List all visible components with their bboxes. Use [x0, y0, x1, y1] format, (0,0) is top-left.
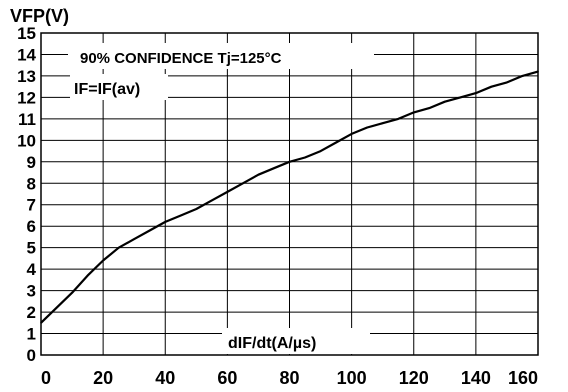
x-tick-label-8: 160	[508, 368, 538, 388]
data-point-16	[288, 161, 291, 163]
data-point-29	[490, 85, 493, 88]
y-tick-label-12: 12	[17, 88, 36, 107]
plot-frame	[40, 32, 539, 356]
data-point-20	[350, 133, 353, 135]
data-point-10	[195, 208, 198, 210]
y-tick-label-4: 4	[27, 260, 37, 279]
y-tick-label-7: 7	[27, 196, 36, 215]
data-point-8	[164, 221, 167, 223]
x-tick-labels: 0 20 40 60 80 100 120 140 160	[41, 368, 538, 388]
x-tick-label-7: 140	[461, 368, 491, 388]
data-point-22	[381, 122, 384, 124]
y-tick-label-0: 0	[27, 346, 36, 365]
data-point-19	[335, 141, 337, 144]
data-point-7	[148, 229, 151, 232]
data-point-28	[475, 92, 477, 94]
x-tick-label-4: 80	[279, 368, 299, 388]
x-axis-label-bg	[222, 328, 370, 354]
data-point-14	[257, 173, 260, 176]
data-point-11	[211, 199, 213, 202]
data-points	[40, 70, 539, 324]
data-point-12	[226, 191, 229, 193]
data-point-21	[366, 126, 368, 129]
data-point-27	[459, 96, 462, 99]
annotation-confidence-bg	[68, 43, 374, 69]
x-tick-label-5: 100	[337, 368, 367, 388]
x-tick-label-6: 120	[399, 368, 429, 388]
data-point-26	[444, 100, 446, 103]
y-axis-label: VFP(V)	[10, 6, 69, 26]
y-tick-label-2: 2	[27, 303, 36, 322]
x-tick-label-1: 20	[93, 368, 113, 388]
y-tick-label-3: 3	[27, 282, 36, 301]
data-point-24	[412, 111, 415, 114]
data-point-32	[537, 70, 539, 73]
x-tick-label-0: 0	[41, 368, 51, 388]
y-tick-label-6: 6	[27, 217, 36, 236]
data-point-23	[397, 118, 400, 120]
data-point-31	[521, 75, 524, 77]
y-tick-label-11: 11	[18, 110, 36, 129]
y-tick-label-10: 10	[17, 131, 36, 150]
data-point-2	[71, 291, 73, 294]
annotation-if: IF=IF(av)	[74, 81, 140, 98]
data-point-25	[428, 107, 431, 109]
data-point-18	[319, 150, 322, 152]
data-point-6	[133, 238, 135, 240]
y-tick-label-14: 14	[17, 45, 36, 64]
y-tick-label-5: 5	[27, 239, 36, 258]
data-point-15	[273, 167, 275, 170]
data-point-30	[506, 81, 508, 84]
data-point-13	[242, 182, 244, 185]
annotation-if-bg	[70, 74, 168, 100]
x-axis-label: dIF/dt(A/µs)	[228, 335, 316, 352]
data-point-0	[40, 322, 42, 324]
annotation-confidence: 90% CONFIDENCE Tj=125°C	[80, 50, 282, 67]
data-point-9	[179, 214, 182, 217]
x-tick-label-3: 60	[217, 368, 237, 388]
y-tick-label-13: 13	[17, 67, 36, 86]
data-point-17	[304, 156, 306, 159]
data-point-3	[86, 274, 89, 277]
data-point-4	[102, 259, 104, 262]
x-tick-label-2: 40	[155, 368, 175, 388]
data-point-1	[55, 306, 58, 309]
y-tick-label-8: 8	[27, 174, 36, 193]
y-tick-label-1: 1	[27, 325, 36, 344]
data-point-5	[117, 246, 120, 249]
y-tick-label-9: 9	[27, 153, 36, 172]
y-tick-label-15: 15	[17, 24, 36, 43]
